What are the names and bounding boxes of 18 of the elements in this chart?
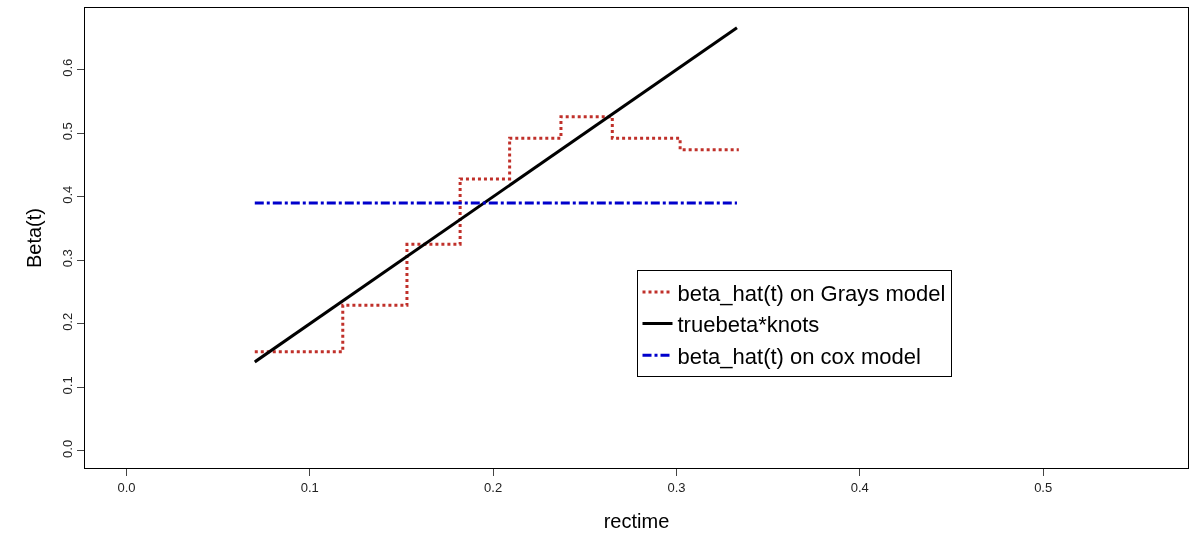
x-tick-label: 0.2 bbox=[484, 479, 503, 495]
x-tick-label: 0.4 bbox=[850, 479, 869, 495]
y-tick-label: 0.6 bbox=[59, 58, 75, 77]
x-tick-label: 0.5 bbox=[1034, 479, 1053, 495]
x-tick-label: 0.3 bbox=[667, 479, 686, 495]
y-tick-label: 0.2 bbox=[59, 312, 75, 331]
y-tick-label: 0.0 bbox=[59, 439, 75, 458]
legend-label: beta_hat(t) on cox model bbox=[677, 343, 921, 369]
x-tick-label: 0.0 bbox=[117, 479, 136, 495]
legend-label: truebeta*knots bbox=[677, 312, 820, 338]
y-tick-label: 0.3 bbox=[59, 249, 75, 268]
y-tick-label: 0.5 bbox=[59, 122, 75, 141]
y-tick-label: 0.4 bbox=[59, 185, 75, 204]
y-axis-title: Beta(t) bbox=[23, 207, 46, 269]
x-tick-label: 0.1 bbox=[300, 479, 319, 495]
legend-label: beta_hat(t) on Grays model bbox=[677, 280, 946, 306]
x-axis-title: rectime bbox=[603, 510, 670, 533]
y-tick-label: 0.1 bbox=[59, 376, 75, 395]
